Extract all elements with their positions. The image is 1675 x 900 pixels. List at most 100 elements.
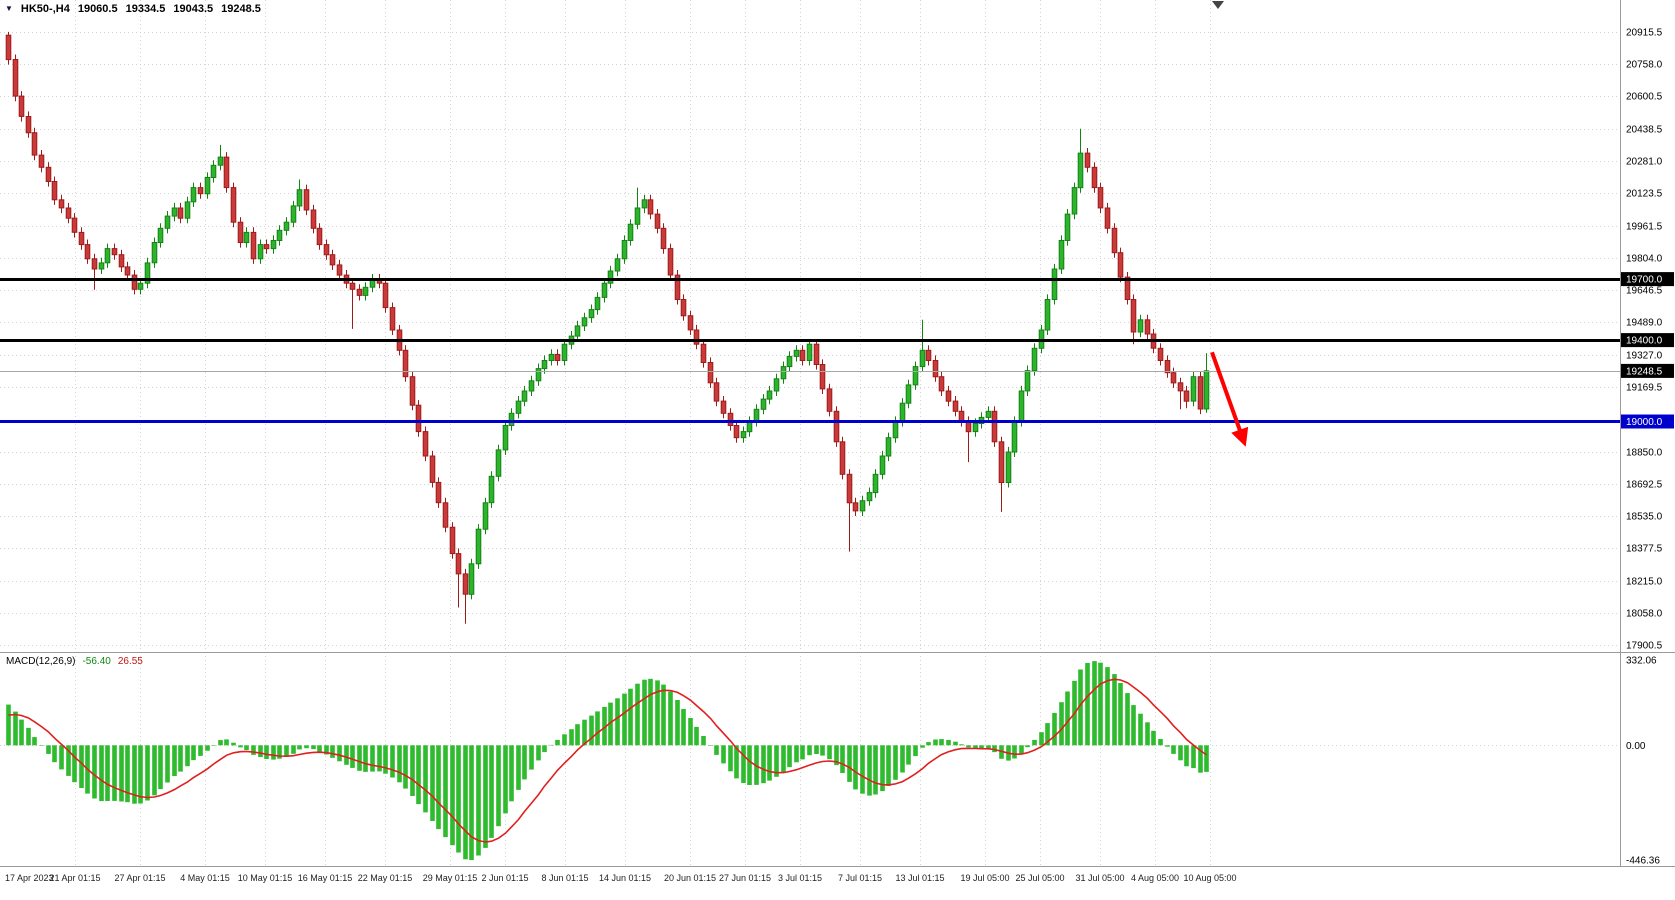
candle — [402, 349, 409, 378]
candle — [846, 473, 853, 504]
candle — [190, 187, 197, 203]
macd-bar — [456, 745, 461, 853]
macd-bar — [860, 745, 865, 794]
macd-bar — [363, 745, 368, 772]
candle — [475, 528, 482, 565]
macd-bar — [873, 745, 878, 795]
trend-arrow[interactable] — [1210, 351, 1249, 447]
macd-bar — [416, 745, 421, 805]
macd-bar — [185, 745, 190, 767]
candle — [137, 282, 144, 290]
candle — [362, 286, 369, 296]
price-levels — [0, 278, 1620, 423]
candle — [614, 258, 621, 272]
price-tick-label: 18535.0 — [1626, 512, 1663, 523]
candle — [455, 553, 462, 575]
macd-bar — [747, 745, 752, 785]
candle — [296, 189, 303, 207]
candle — [283, 221, 290, 231]
candle — [25, 116, 32, 134]
macd-bar — [403, 745, 408, 789]
candle — [786, 355, 793, 368]
price-tick-label: 20758.0 — [1626, 60, 1663, 71]
candle — [766, 390, 773, 400]
candle — [45, 166, 52, 183]
candle — [541, 360, 548, 370]
candle — [985, 410, 992, 418]
macd-bar — [1125, 693, 1130, 746]
date-label: 3 Jul 01:15 — [778, 873, 822, 883]
macd-bar — [238, 745, 243, 748]
date-label: 10 May 01:15 — [238, 873, 293, 883]
macd-bar — [913, 745, 918, 757]
macd-bar — [165, 745, 170, 783]
macd-bar — [390, 745, 395, 778]
macd-bar — [867, 745, 872, 796]
candle — [852, 502, 859, 512]
macd-bar — [469, 745, 474, 860]
symbol-timeframe: HK50-,H4 — [20, 3, 70, 15]
date-label: 25 Jul 05:00 — [1015, 873, 1064, 883]
candle — [1190, 376, 1197, 402]
candle — [349, 282, 356, 290]
candle — [316, 227, 323, 246]
macd-bar — [311, 745, 316, 750]
candle — [839, 441, 846, 475]
candle — [84, 244, 91, 260]
candle — [1130, 299, 1137, 333]
macd-bar — [436, 745, 441, 830]
macd-bar — [926, 742, 931, 746]
macd-bar — [79, 745, 84, 788]
macd-bar — [72, 745, 77, 783]
macd-bar — [1198, 745, 1203, 773]
macd-bar — [205, 745, 210, 751]
macd-bar — [569, 729, 574, 746]
macd-bar — [1112, 674, 1117, 746]
macd-bar — [721, 745, 726, 764]
macd-bar — [595, 711, 600, 746]
quote-header: ▼ HK50-,H4 19060.5 19334.5 19043.5 19248… — [5, 3, 261, 15]
candle — [1203, 370, 1210, 410]
macd-bar — [1151, 730, 1156, 746]
macd-bar — [953, 741, 958, 746]
macd-bar — [251, 745, 256, 755]
candle — [991, 410, 998, 443]
date-label: 31 Jul 05:00 — [1075, 873, 1124, 883]
candle — [237, 221, 244, 243]
macd-bar — [258, 745, 263, 757]
macd-bar — [423, 745, 428, 813]
macd-signal-value: 26.55 — [117, 656, 143, 667]
candle — [607, 270, 614, 284]
macd-bar — [46, 745, 51, 754]
ohlc-toggle-icon[interactable]: ▼ — [5, 4, 13, 13]
candle — [773, 378, 780, 392]
macd-bar — [1012, 745, 1017, 759]
macd-bar — [973, 745, 978, 749]
macd-bar — [350, 745, 355, 768]
price-tick-label: 20281.0 — [1626, 157, 1663, 168]
candle — [276, 229, 283, 242]
gridlines — [0, 0, 1620, 866]
candle — [197, 187, 204, 195]
macd-bar — [509, 745, 514, 802]
macd-bar — [582, 719, 587, 746]
date-label: 20 Jun 01:15 — [664, 873, 716, 883]
macd-bar — [397, 745, 402, 783]
macd-tick-label: 0.00 — [1626, 741, 1646, 752]
macd-bar — [728, 745, 733, 772]
macd-bar — [933, 739, 938, 746]
candle — [329, 254, 336, 266]
price-tick-label: 18058.0 — [1626, 609, 1663, 620]
date-label: 13 Jul 01:15 — [895, 873, 944, 883]
candle — [958, 410, 965, 422]
chart-shift-marker[interactable] — [1212, 1, 1224, 9]
macd-bar — [840, 745, 845, 773]
macd-bar — [377, 745, 382, 772]
candle — [468, 563, 475, 595]
level-price-tag-text: 19400.0 — [1626, 336, 1663, 347]
candlesticks — [5, 31, 1210, 624]
candle — [303, 189, 310, 211]
macd-bar — [655, 680, 660, 746]
candle — [462, 573, 469, 595]
